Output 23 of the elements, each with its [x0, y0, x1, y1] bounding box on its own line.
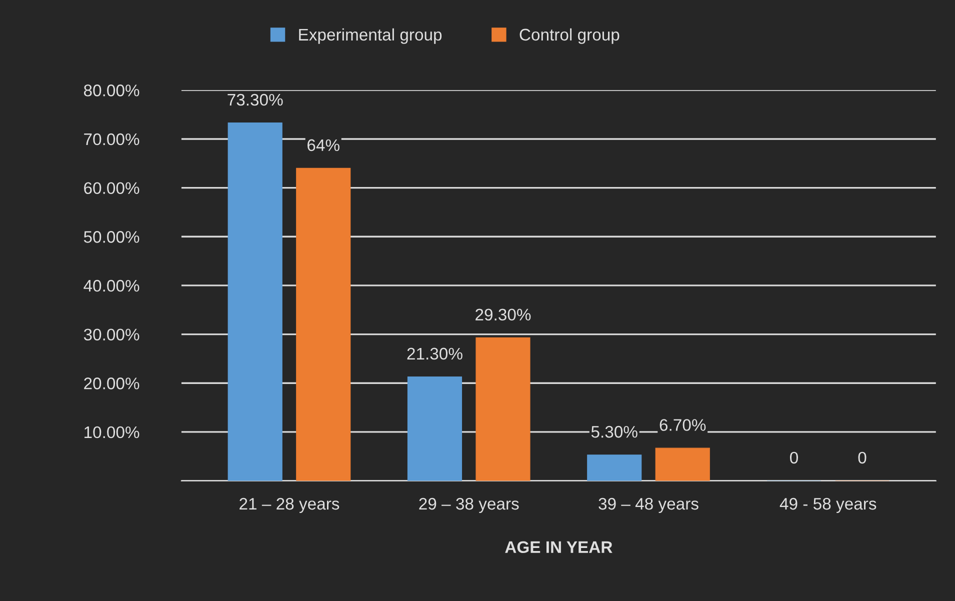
- y-tick-label: 50.00%: [84, 231, 140, 243]
- y-tick-label: 20.00%: [84, 378, 140, 390]
- y-tick-label: 30.00%: [84, 328, 140, 341]
- y-tick-label: 60.00%: [84, 182, 140, 194]
- x-tick-label: 49 - 58 years: [780, 498, 876, 514]
- y-tick-label: 10.00%: [84, 426, 140, 438]
- data-label: 64%: [308, 139, 340, 152]
- data-label: 0: [790, 452, 798, 464]
- x-tick-label: 29 – 38 years: [419, 498, 519, 514]
- y-tick-label: 70.00%: [84, 133, 140, 146]
- x-tick-label: 21 – 28 years: [240, 498, 340, 514]
- legend-label: Experimental group: [299, 28, 442, 44]
- y-tick-label: 40.00%: [84, 280, 140, 292]
- data-label: 29.30%: [476, 308, 531, 321]
- data-label: 6.70%: [660, 419, 706, 431]
- x-axis-title: AGE IN YEAR: [505, 541, 612, 554]
- data-label: 0: [858, 452, 866, 464]
- data-label: 21.30%: [407, 348, 462, 360]
- legend-label: Control group: [520, 28, 620, 44]
- data-label: 5.30%: [591, 426, 638, 438]
- x-tick-label: 39 – 48 years: [598, 498, 698, 514]
- y-tick-label: 80.00%: [84, 84, 140, 96]
- data-label: 73.30%: [228, 94, 283, 106]
